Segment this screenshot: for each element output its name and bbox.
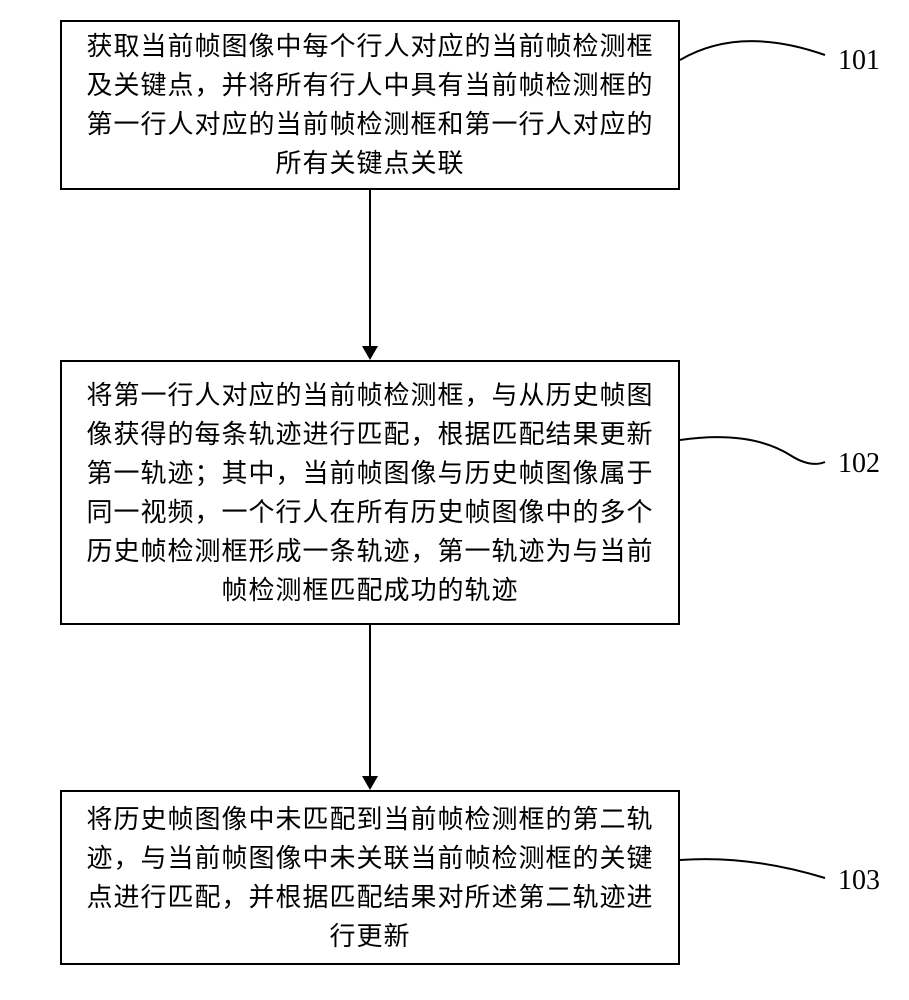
flowchart-step-1: 获取当前帧图像中每个行人对应的当前帧检测框及关键点，并将所有行人中具有当前帧检测…	[60, 20, 680, 190]
flowchart-step-2: 将第一行人对应的当前帧检测框，与从历史帧图像获得的每条轨迹进行匹配，根据匹配结果…	[60, 360, 680, 625]
step1-label: 101	[838, 45, 880, 77]
arrow-1-to-2	[362, 190, 378, 360]
step2-text: 将第一行人对应的当前帧检测框，与从历史帧图像获得的每条轨迹进行匹配，根据匹配结果…	[82, 376, 658, 610]
step1-text: 获取当前帧图像中每个行人对应的当前帧检测框及关键点，并将所有行人中具有当前帧检测…	[82, 27, 658, 183]
step3-label: 103	[838, 865, 880, 897]
arrow-2-to-3	[362, 625, 378, 790]
connector-2	[680, 430, 840, 490]
step2-label: 102	[838, 448, 880, 480]
connector-3	[680, 850, 840, 900]
connector-1	[680, 35, 840, 85]
flowchart-container: 获取当前帧图像中每个行人对应的当前帧检测框及关键点，并将所有行人中具有当前帧检测…	[0, 0, 909, 1000]
flowchart-step-3: 将历史帧图像中未匹配到当前帧检测框的第二轨迹，与当前帧图像中未关联当前帧检测框的…	[60, 790, 680, 965]
step3-text: 将历史帧图像中未匹配到当前帧检测框的第二轨迹，与当前帧图像中未关联当前帧检测框的…	[82, 800, 658, 956]
